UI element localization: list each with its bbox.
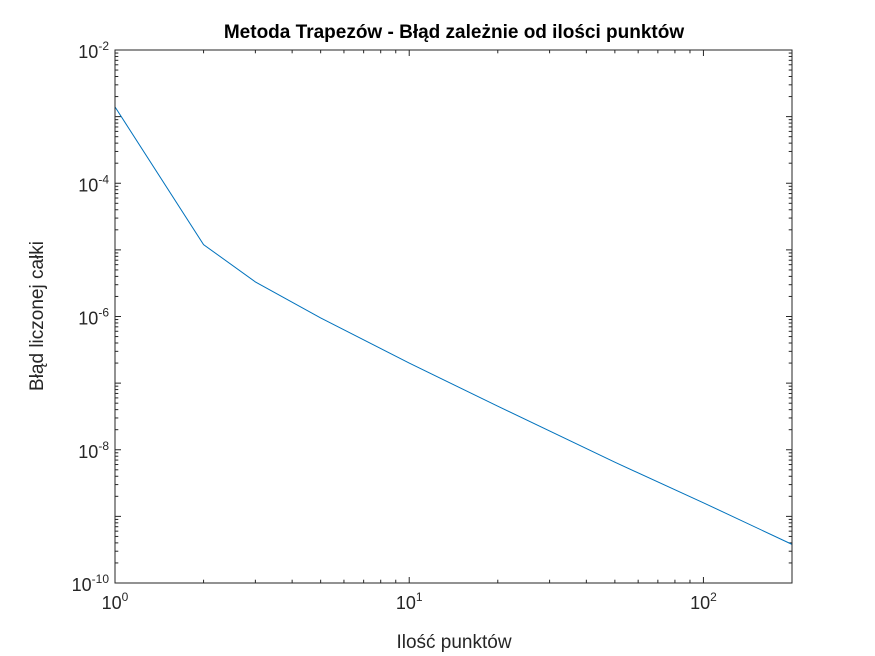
series-line-1: [114, 106, 793, 545]
y-tick-label: 10-10: [72, 572, 110, 595]
tick-labels: 100 101 102 10-10 10-8 10-6 10-4 10-2: [72, 39, 717, 613]
ticks: [114, 49, 793, 584]
x-tick-label: 102: [690, 590, 717, 613]
x-tick-label: 100: [102, 590, 129, 613]
y-tick-label: 10-6: [78, 306, 109, 329]
x-axis-label: Ilość punktów: [396, 632, 511, 653]
plot-area: [115, 50, 792, 583]
axes-box: [114, 49, 793, 584]
y-tick-label: 10-4: [78, 172, 109, 195]
y-tick-label: 10-8: [78, 439, 109, 462]
x-tick-label: 101: [396, 590, 423, 613]
y-axis-label: Błąd liczonej całki: [27, 241, 48, 391]
chart-title: Metoda Trapezów - Błąd zależnie od ilośc…: [224, 22, 684, 43]
y-tick-label: 10-2: [78, 39, 109, 62]
series: [114, 106, 793, 545]
